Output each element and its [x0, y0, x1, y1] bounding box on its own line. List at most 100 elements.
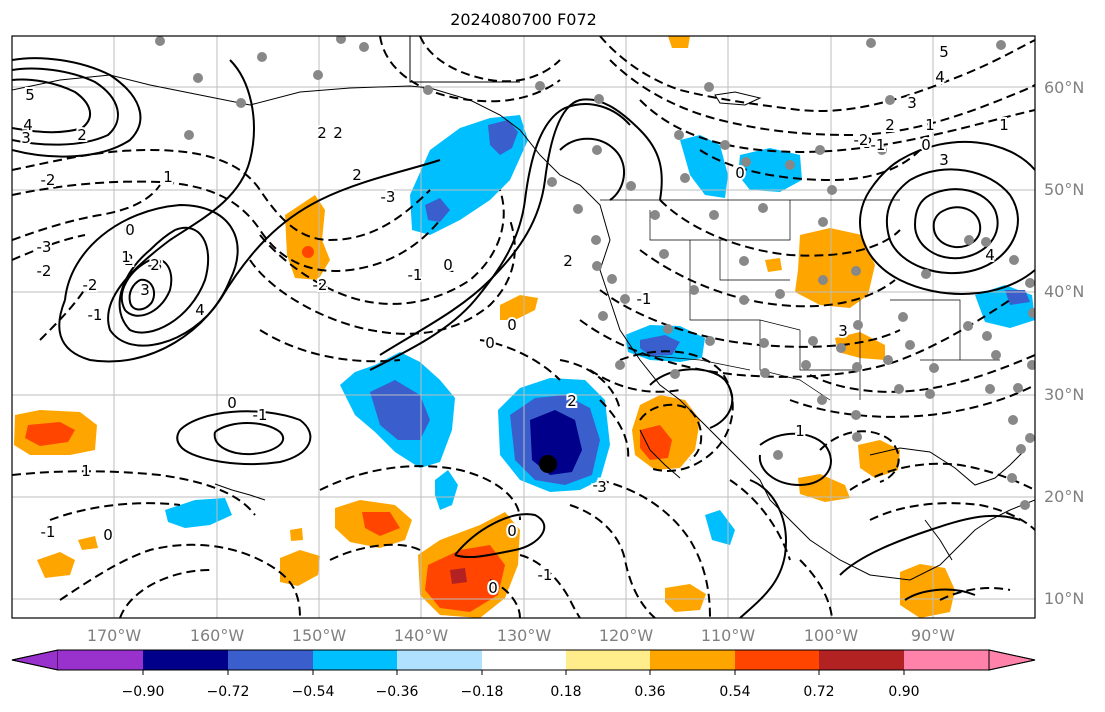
- lon-label-100w: 100°W: [803, 626, 859, 645]
- colorbar-tick-label: −0.90: [121, 684, 165, 700]
- lon-label-120w: 120°W: [598, 626, 654, 645]
- contour-label: 3: [838, 322, 848, 340]
- contour-label: 0: [488, 579, 498, 597]
- contour-labels: 543 2 2 210-1-2-32 -3-2-101 2341-102-2-3-2123…: [19, 41, 1011, 599]
- contour-label: 2: [567, 392, 577, 410]
- contour-label: 0: [227, 394, 237, 412]
- contour-label: 2: [563, 252, 573, 270]
- colorbar-segment: [904, 650, 989, 670]
- lat-label-20n: 20°N: [1044, 487, 1085, 506]
- lat-label-60n: 60°N: [1044, 78, 1085, 97]
- contour-label: 1: [163, 168, 173, 186]
- dashed-contours: [12, 36, 1035, 618]
- contour-label: -1: [637, 290, 652, 308]
- contour-label: -1: [148, 256, 163, 274]
- contour-label: 2: [333, 124, 343, 142]
- contour-label: 0: [735, 164, 745, 182]
- colorbar-outline: [11, 649, 1036, 671]
- contour-label: 5: [939, 43, 949, 61]
- contour-label: 3: [939, 151, 949, 169]
- contour-label: 3: [140, 281, 150, 299]
- contour-label: 1: [925, 116, 935, 134]
- contour-label: 2: [77, 126, 87, 144]
- contour-label: 0: [485, 334, 495, 352]
- lat-label-50n: 50°N: [1044, 180, 1085, 199]
- contour-label: -1: [871, 136, 886, 154]
- lat-label-40n: 40°N: [1044, 282, 1085, 301]
- colorbar-segment: [566, 650, 650, 670]
- contour-label: 0: [103, 526, 113, 544]
- lon-label-140w: 140°W: [393, 626, 449, 645]
- colorbar-tick-label: −0.54: [291, 684, 335, 700]
- colorbar-tick-label: −0.36: [375, 684, 419, 700]
- contour-label: 1: [445, 258, 455, 276]
- contour-label: 0: [921, 136, 931, 154]
- colorbar-segment: [397, 650, 482, 670]
- contour-label: -3: [381, 188, 396, 206]
- contour-label: -3: [37, 238, 52, 256]
- contour-label: 0: [123, 221, 133, 239]
- colorbar-tick-label: −0.18: [460, 684, 504, 700]
- map-frame: [11, 35, 1036, 619]
- colorbar-segment: [735, 650, 819, 670]
- lon-label-110w: 110°W: [700, 626, 756, 645]
- contour-label: 2: [352, 166, 362, 184]
- colorbar-tick-label: 0.18: [550, 684, 582, 700]
- contour-label: 4: [935, 68, 945, 86]
- contour-label: -2: [313, 276, 328, 294]
- lon-label-160w: 160°W: [189, 626, 245, 645]
- contour-label: -2: [37, 262, 52, 280]
- lon-label-90w: 90°W: [910, 626, 956, 645]
- colorbar: [11, 649, 1036, 675]
- station-dots: [155, 36, 1035, 510]
- contour-label: 2: [863, 134, 873, 152]
- contour-label: 4: [23, 116, 33, 134]
- coastlines: [12, 36, 1035, 581]
- map-title: 2024080700 F072: [450, 10, 597, 29]
- contour-label: -1: [538, 566, 553, 584]
- contour-label: -3: [148, 256, 163, 274]
- contour-label: 1: [999, 116, 1009, 134]
- colorbar-tick-label: 0.36: [634, 684, 666, 700]
- contour-label: -2: [83, 276, 98, 294]
- lat-label-10n: 10°N: [1044, 589, 1085, 608]
- colorbar-segment: [313, 650, 397, 670]
- contour-label: 3: [907, 94, 917, 112]
- contour-label: 3: [597, 478, 607, 496]
- contour-label: -2: [41, 171, 56, 189]
- contour-label: 0: [507, 316, 517, 334]
- colorbar-tick-label: 0.90: [888, 684, 920, 700]
- colorbar-segment: [650, 650, 735, 670]
- contour-label: 1: [795, 422, 805, 440]
- positive-anomaly-shading: [14, 36, 955, 618]
- colorbar-segment: [143, 650, 228, 670]
- colorbar-segment: [228, 650, 313, 670]
- colorbar-tick-label: 0.72: [803, 684, 835, 700]
- contour-label: 0: [125, 221, 135, 239]
- contour-label: 5: [25, 86, 35, 104]
- storm-center-marker: [539, 455, 557, 473]
- lon-label-170w: 170°W: [86, 626, 142, 645]
- contour-label: -1: [593, 476, 608, 494]
- contour-label: 2: [124, 251, 134, 269]
- contour-label: -1: [253, 406, 268, 424]
- contour-label: 2: [885, 116, 895, 134]
- contour-label: 0: [443, 256, 453, 274]
- colorbar-tick-label: −0.72: [206, 684, 250, 700]
- contour-label: 1: [81, 462, 91, 480]
- lat-label-30n: 30°N: [1044, 385, 1085, 404]
- colorbar-tick-label: 0.54: [719, 684, 751, 700]
- contour-label: -1: [41, 523, 56, 541]
- contour-label: 0: [507, 522, 517, 540]
- colorbar-segment: [482, 650, 566, 670]
- lon-label-150w: 150°W: [291, 626, 347, 645]
- colorbar-segment: [819, 650, 904, 670]
- colorbar-segment: [58, 650, 143, 670]
- contour-label: -2: [854, 131, 869, 149]
- contour-label: -1: [88, 306, 103, 324]
- contour-label: 2: [150, 256, 160, 274]
- contour-label: 3: [21, 129, 31, 147]
- contour-label: 2: [317, 124, 327, 142]
- contour-label: 1: [121, 248, 131, 266]
